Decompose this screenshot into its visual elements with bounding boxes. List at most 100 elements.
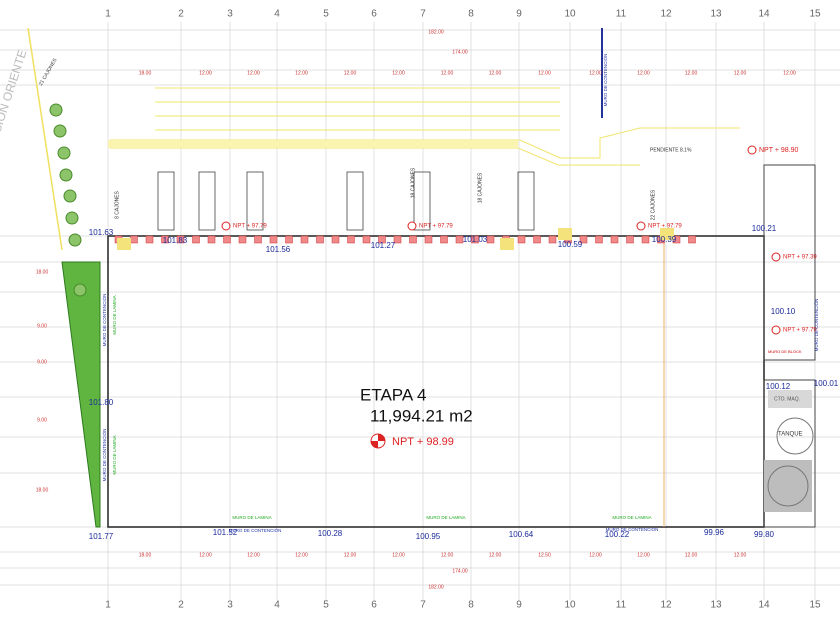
dimension: 12.00 xyxy=(637,70,650,76)
level-marker xyxy=(371,434,385,448)
grid-label-bottom: 10 xyxy=(564,600,576,611)
tree xyxy=(57,146,71,160)
grid-label-bottom: 14 xyxy=(758,600,770,611)
dimension: 12.00 xyxy=(734,70,747,76)
level-label: NPT + 97.79 xyxy=(419,224,453,230)
dimension: 174.00 xyxy=(452,568,468,574)
grid-label-bottom: 7 xyxy=(420,600,426,611)
level-label: NPT + 97.79 xyxy=(233,224,267,230)
column xyxy=(579,235,588,244)
level-marker xyxy=(407,221,417,231)
grid-label-bottom: 13 xyxy=(710,600,722,611)
tank-label: TANQUE xyxy=(778,432,803,438)
dimension: 12.00 xyxy=(295,70,308,76)
column xyxy=(486,235,495,244)
dimension: 18.00 xyxy=(36,487,49,493)
grid-label-bottom: 12 xyxy=(660,600,672,611)
dimension: 12.00 xyxy=(783,70,796,76)
dimension: 12.00 xyxy=(247,70,260,76)
elevation: 101.56 xyxy=(266,245,291,254)
wall-label: MURO DE LAMINA xyxy=(112,295,117,334)
column xyxy=(176,235,185,244)
service-area xyxy=(763,379,816,528)
machine-room-label: CTO. MAQ. xyxy=(774,396,800,402)
dimension: 12.50 xyxy=(538,552,551,558)
grid-label-top: 9 xyxy=(516,9,522,20)
column xyxy=(362,235,371,244)
door xyxy=(198,171,216,231)
dimension: 12.00 xyxy=(589,552,602,558)
tree xyxy=(59,168,73,182)
column xyxy=(207,235,216,244)
elevation: 100.28 xyxy=(318,529,343,538)
dimension: 12.00 xyxy=(489,70,502,76)
column xyxy=(300,235,309,244)
level-marker xyxy=(636,221,646,231)
grid-label-top: 14 xyxy=(758,9,770,20)
elevation: 101.63 xyxy=(89,228,114,237)
dock xyxy=(500,238,514,250)
parking-label: 18 CAJONES xyxy=(477,172,483,203)
grid-label-top: 10 xyxy=(564,9,576,20)
dimension: 12.00 xyxy=(441,70,454,76)
dimension: 182.00 xyxy=(428,584,444,590)
elevation: 100.12 xyxy=(766,382,791,391)
ramp-building xyxy=(763,164,816,361)
elevation: 101.03 xyxy=(463,235,488,244)
tank-circle xyxy=(767,465,809,507)
parking-label: 8 CAJONES xyxy=(114,190,120,218)
machine-room xyxy=(768,390,812,408)
dimension: 12.00 xyxy=(247,552,260,558)
column xyxy=(238,235,247,244)
wall-label: MURO DE LAMINA xyxy=(112,435,117,474)
grid-label-top: 8 xyxy=(468,9,474,20)
dimension: 9.00 xyxy=(37,323,47,329)
grid-label-bottom: 5 xyxy=(323,600,329,611)
elevation: 99.80 xyxy=(754,530,775,539)
grid-label-top: 3 xyxy=(227,9,233,20)
elevation: 100.39 xyxy=(652,235,677,244)
wall-label: MURO DE LAMINA xyxy=(612,515,651,520)
wall-label: MURO DE CONTENCIÓN xyxy=(101,429,107,482)
column xyxy=(223,235,231,244)
grid-label-bottom: 3 xyxy=(227,600,233,611)
tree xyxy=(73,283,87,297)
column xyxy=(269,235,278,244)
door xyxy=(413,171,431,231)
grid-label-top: 13 xyxy=(710,9,722,20)
level-label: NPT + 97.39 xyxy=(783,255,817,261)
column xyxy=(688,235,696,244)
column xyxy=(424,235,433,244)
grid-label-top: 5 xyxy=(323,9,329,20)
tree xyxy=(68,233,82,247)
grid-label-bottom: 15 xyxy=(809,600,821,611)
wall-label: MURO DE LAMINA xyxy=(426,515,465,520)
stage-level: NPT + 98.99 xyxy=(392,436,454,448)
level-marker xyxy=(771,325,781,335)
grid-label-bottom: 11 xyxy=(616,600,627,611)
column xyxy=(347,235,355,244)
tank-box xyxy=(764,460,812,512)
tree xyxy=(49,103,63,117)
elevation: 101.80 xyxy=(89,398,114,407)
dimension: 12.00 xyxy=(538,70,551,76)
parking-label: 18 CAJONES xyxy=(410,167,416,198)
elevation: 100.21 xyxy=(752,224,777,233)
elevation: 100.01 xyxy=(814,379,839,388)
column xyxy=(285,235,293,244)
dimension: 182.00 xyxy=(428,29,444,35)
column xyxy=(145,235,154,244)
column xyxy=(393,235,402,244)
wall-label: MURO DE LAMINA xyxy=(232,515,271,520)
elevation: 100.95 xyxy=(416,532,441,541)
elevation: 101.77 xyxy=(89,532,114,541)
column xyxy=(409,235,417,244)
stage-title: ETAPA 4 xyxy=(360,385,426,404)
column xyxy=(378,235,386,244)
level-marker xyxy=(221,221,231,231)
grid-label-bottom: 1 xyxy=(105,600,111,611)
column xyxy=(440,235,448,244)
column xyxy=(626,235,634,244)
grid-label-bottom: 6 xyxy=(371,600,377,611)
